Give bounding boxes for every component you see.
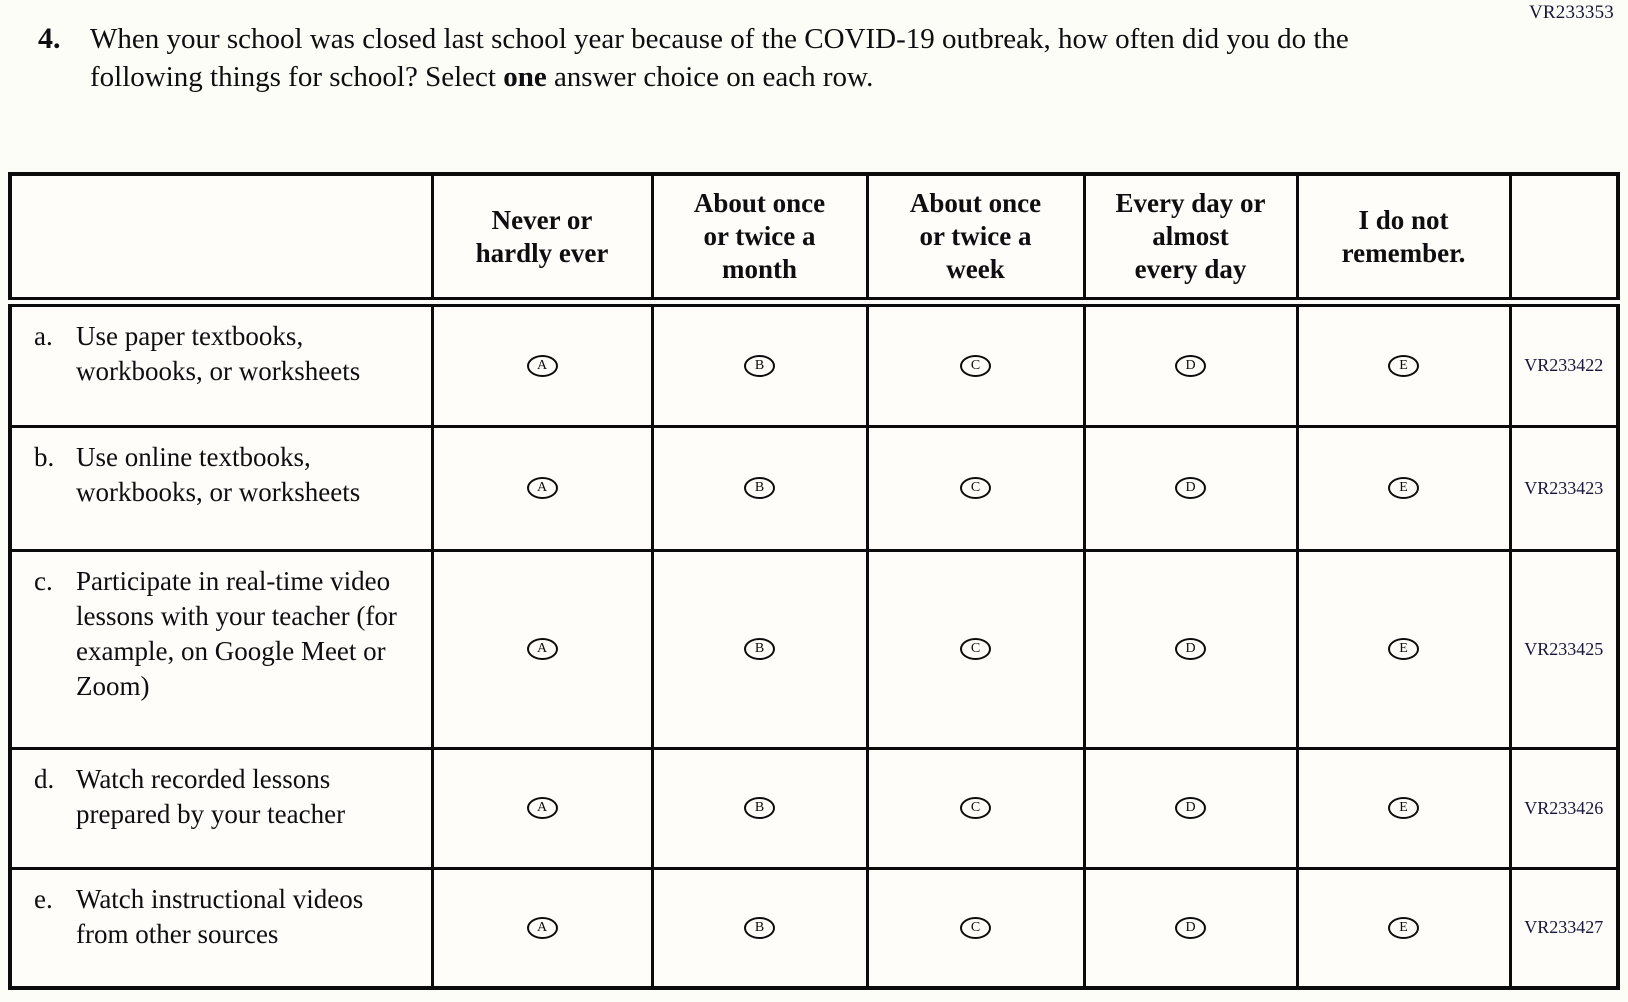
answer-bubble-b-C[interactable]: C [960, 477, 991, 499]
answer-cell-c-C: C [865, 548, 1086, 750]
answer-cell-e-E: E [1295, 866, 1512, 990]
answer-cell-c-B: B [650, 548, 869, 750]
answer-cell-d-E: E [1295, 746, 1512, 870]
answer-bubble-e-B[interactable]: B [744, 916, 775, 939]
table-row-d: d. Watch recorded lessons prepared by yo… [8, 746, 1620, 870]
row-label-cell: c. Participate in real-time video lesson… [8, 548, 434, 750]
answer-bubble-e-D[interactable]: D [1175, 916, 1206, 939]
answer-bubble-d-C[interactable]: C [960, 797, 991, 819]
answer-cell-c-D: D [1082, 548, 1299, 750]
form-code: VR233353 [1529, 2, 1614, 23]
answer-cell-b-D: D [1082, 424, 1299, 552]
answer-bubble-c-A[interactable]: A [526, 638, 558, 660]
question-text: When your school was closed last school … [90, 20, 1360, 96]
row-label-cell: b. Use online textbooks, workbooks, or w… [8, 424, 434, 552]
table-row-b: b. Use online textbooks, workbooks, or w… [8, 424, 1620, 552]
answer-cell-e-A: A [430, 866, 654, 990]
answer-cell-b-E: E [1295, 424, 1512, 552]
header-cell-notremember: I do not remember. [1295, 172, 1512, 307]
answer-cell-a-C: C [865, 300, 1086, 428]
answer-cell-c-A: A [430, 548, 654, 750]
answer-cell-a-D: D [1082, 300, 1299, 428]
answer-cell-d-D: D [1082, 746, 1299, 870]
row-label: Participate in real-time video lessons w… [76, 565, 397, 701]
answer-cell-e-C: C [865, 866, 1086, 990]
row-letter: d. [34, 763, 55, 794]
row-label: Use paper textbooks, workbooks, or works… [76, 321, 361, 386]
answer-cell-a-E: E [1295, 300, 1512, 428]
row-letter: a. [34, 321, 53, 351]
answer-bubble-b-A[interactable]: A [526, 477, 558, 499]
row-code: VR233427 [1508, 866, 1620, 990]
answer-bubble-c-B[interactable]: B [744, 638, 775, 660]
answer-bubble-e-E[interactable]: E [1388, 916, 1419, 939]
answer-bubble-a-D[interactable]: D [1175, 354, 1206, 377]
answer-bubble-a-C[interactable]: C [960, 354, 991, 377]
answer-cell-d-C: C [865, 746, 1086, 870]
frequency-matrix-table: Never or hardly ever About once or twice… [8, 172, 1620, 990]
answer-cell-b-C: C [865, 424, 1086, 552]
answer-bubble-e-A[interactable]: A [526, 916, 558, 939]
row-code: VR233426 [1508, 746, 1620, 870]
answer-bubble-c-D[interactable]: D [1175, 638, 1206, 660]
answer-bubble-b-B[interactable]: B [744, 477, 775, 499]
answer-cell-a-B: B [650, 300, 869, 428]
question-number: 4. [38, 22, 61, 55]
row-label: Use online textbooks, workbooks, or work… [76, 441, 361, 507]
answer-bubble-b-E[interactable]: E [1388, 477, 1419, 499]
row-letter: e. [34, 883, 53, 914]
answer-bubble-c-E[interactable]: E [1388, 638, 1419, 660]
question-text-after: answer choice on each row. [546, 61, 874, 93]
answer-bubble-a-B[interactable]: B [744, 354, 775, 377]
row-label: Watch recorded lessons prepared by your … [76, 763, 346, 829]
header-cell-empty [8, 172, 434, 307]
question-block: 4. When your school was closed last scho… [38, 20, 1368, 96]
answer-bubble-c-C[interactable]: C [960, 638, 991, 660]
row-label: Watch instructional videos from other so… [76, 883, 364, 949]
question-text-bold: one [503, 61, 547, 93]
answer-cell-d-B: B [650, 746, 869, 870]
table-row-c: c. Participate in real-time video lesson… [8, 548, 1620, 750]
answer-bubble-d-E[interactable]: E [1388, 797, 1419, 819]
row-code: VR233425 [1508, 548, 1620, 750]
question-text-before: When your school was closed last school … [90, 23, 1349, 93]
header-cell-code [1508, 172, 1620, 307]
row-letter: b. [34, 441, 55, 472]
answer-cell-b-A: A [430, 424, 654, 552]
row-code: VR233423 [1508, 424, 1620, 552]
header-cell-never: Never or hardly ever [430, 172, 654, 307]
answer-bubble-e-C[interactable]: C [960, 916, 991, 939]
table-row-a: a. Use paper textbooks, workbooks, or wo… [8, 300, 1620, 428]
answer-cell-b-B: B [650, 424, 869, 552]
row-label-cell: d. Watch recorded lessons prepared by yo… [8, 746, 434, 870]
row-label-cell: e. Watch instructional videos from other… [8, 866, 434, 990]
header-cell-daily: Every day or almost every day [1082, 172, 1299, 307]
row-label-cell: a. Use paper textbooks, workbooks, or wo… [8, 300, 434, 428]
answer-cell-e-D: D [1082, 866, 1299, 990]
answer-bubble-d-B[interactable]: B [744, 797, 775, 819]
answer-bubble-a-E[interactable]: E [1388, 354, 1419, 377]
answer-bubble-b-D[interactable]: D [1175, 477, 1206, 499]
header-cell-weekly: About once or twice a week [865, 172, 1086, 307]
answer-cell-c-E: E [1295, 548, 1512, 750]
header-cell-monthly: About once or twice a month [650, 172, 869, 307]
table-row-e: e. Watch instructional videos from other… [8, 866, 1620, 990]
answer-cell-d-A: A [430, 746, 654, 870]
row-letter: c. [34, 565, 53, 596]
answer-bubble-d-D[interactable]: D [1175, 797, 1206, 819]
row-code: VR233422 [1508, 300, 1620, 428]
answer-bubble-a-A[interactable]: A [526, 354, 558, 377]
answer-bubble-d-A[interactable]: A [526, 797, 558, 819]
answer-cell-a-A: A [430, 300, 654, 428]
answer-cell-e-B: B [650, 866, 869, 990]
header-row: Never or hardly ever About once or twice… [8, 172, 1620, 307]
